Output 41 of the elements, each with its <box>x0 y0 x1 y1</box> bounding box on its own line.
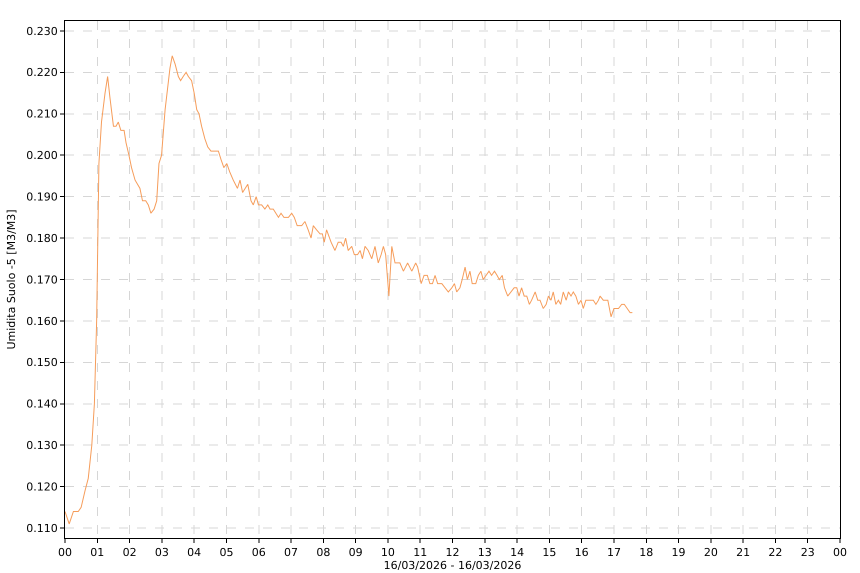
y-tick-label: 0.150 <box>26 356 58 370</box>
x-tick-label: 10 <box>380 546 395 560</box>
y-tick-label: 0.170 <box>26 273 58 286</box>
y-tick-label: 0.180 <box>26 232 58 245</box>
y-axis-title: Umidita Suolo -5 [M3/M3] <box>4 209 18 350</box>
x-tick-label: 01 <box>90 546 104 560</box>
y-tick-label: 0.110 <box>26 522 58 535</box>
x-tick-label: 13 <box>478 546 492 560</box>
x-tick-label: 18 <box>639 546 654 560</box>
x-tick-label: 21 <box>736 546 750 560</box>
y-tick-label: 0.160 <box>26 314 58 328</box>
x-tick-label: 20 <box>704 546 718 560</box>
x-tick-label: 03 <box>154 546 169 560</box>
y-tick-label: 0.220 <box>26 66 58 80</box>
y-tick-label: 0.120 <box>26 480 58 494</box>
y-tick-label: 0.140 <box>26 398 58 411</box>
x-tick-label: 08 <box>316 546 330 560</box>
x-tick-label: 09 <box>348 546 363 560</box>
line-series <box>65 55 633 524</box>
x-tick-label: 12 <box>446 546 460 560</box>
x-tick-label: 15 <box>542 546 556 560</box>
x-tick-label: 11 <box>413 546 428 560</box>
x-tick-label: 23 <box>800 546 815 560</box>
x-tick-label: 17 <box>606 546 621 560</box>
x-tick-label: 00 <box>58 546 72 560</box>
x-tick-label: 06 <box>252 546 266 560</box>
y-tick-label: 0.190 <box>26 190 58 204</box>
x-tick-label: 02 <box>122 546 137 560</box>
x-tick-label: 22 <box>768 546 782 560</box>
x-axis-title: 16/03/2026 - 16/03/2026 <box>384 559 522 572</box>
x-tick-label: 14 <box>510 546 524 560</box>
x-tick-label: 05 <box>219 546 234 560</box>
x-tick-label: 04 <box>187 546 202 560</box>
y-tick-label: 0.200 <box>26 149 58 162</box>
x-tick-label: 07 <box>284 546 298 560</box>
x-tick-label: 19 <box>672 546 686 560</box>
y-tick-label: 0.210 <box>26 108 58 121</box>
x-tick-label: 00 <box>833 546 847 560</box>
y-tick-label: 0.130 <box>26 439 58 452</box>
y-tick-label: 0.230 <box>26 24 58 38</box>
x-tick-label: 16 <box>574 546 589 560</box>
